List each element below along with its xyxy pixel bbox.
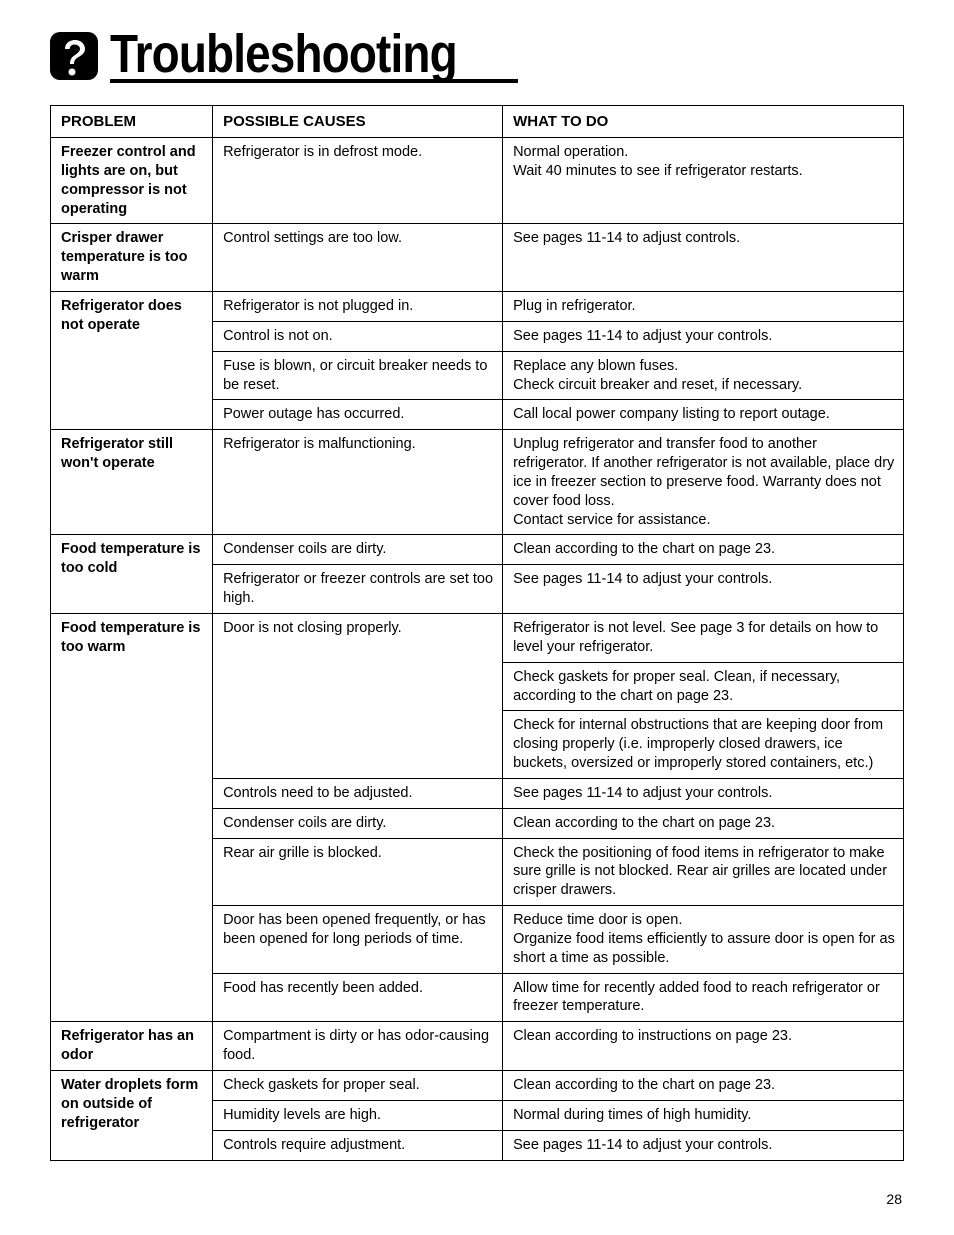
todo-cell: Check the positioning of food items in r… xyxy=(503,838,904,906)
problem-cell: Water droplets form on outside of refrig… xyxy=(51,1071,213,1161)
page-container: Troubleshooting PROBLEM POSSIBLE CAUSES … xyxy=(0,0,954,1235)
todo-cell: Check gaskets for proper seal. Clean, if… xyxy=(503,662,904,711)
todo-cell: See pages 11-14 to adjust your controls. xyxy=(503,565,904,614)
todo-cell: Allow time for recently added food to re… xyxy=(503,973,904,1022)
cause-cell: Refrigerator is malfunctioning. xyxy=(213,430,503,535)
todo-cell: Clean according to the chart on page 23. xyxy=(503,808,904,838)
cause-cell: Refrigerator is not plugged in. xyxy=(213,292,503,322)
cause-cell: Door has been opened frequently, or has … xyxy=(213,906,503,974)
cause-cell: Humidity levels are high. xyxy=(213,1100,503,1130)
todo-cell: Clean according to the chart on page 23. xyxy=(503,535,904,565)
cause-cell: Power outage has occurred. xyxy=(213,400,503,430)
cause-cell: Controls need to be adjusted. xyxy=(213,778,503,808)
page-title: Troubleshooting xyxy=(110,30,457,79)
problem-cell: Refrigerator does not operate xyxy=(51,292,213,430)
header-causes: POSSIBLE CAUSES xyxy=(213,105,503,138)
problem-cell: Refrigerator has an odor xyxy=(51,1022,213,1071)
page-number: 28 xyxy=(886,1191,902,1207)
cause-cell: Fuse is blown, or circuit breaker needs … xyxy=(213,351,503,400)
cause-cell: Control is not on. xyxy=(213,321,503,351)
table-row: Refrigerator still won't operate Refrige… xyxy=(51,430,904,535)
todo-cell: Check for internal obstructions that are… xyxy=(503,711,904,779)
table-row: Refrigerator does not operate Refrigerat… xyxy=(51,292,904,322)
todo-cell: See pages 11-14 to adjust your controls. xyxy=(503,1130,904,1160)
table-row: Food temperature is too warm Door is not… xyxy=(51,613,904,662)
todo-cell: Clean according to instructions on page … xyxy=(503,1022,904,1071)
question-icon xyxy=(50,32,98,80)
cause-cell: Door is not closing properly. xyxy=(213,613,503,778)
problem-cell: Freezer control and lights are on, but c… xyxy=(51,138,213,224)
cause-cell: Refrigerator is in defrost mode. xyxy=(213,138,503,224)
todo-cell: See pages 11-14 to adjust your controls. xyxy=(503,778,904,808)
cause-cell: Check gaskets for proper seal. xyxy=(213,1071,503,1101)
cause-cell: Food has recently been added. xyxy=(213,973,503,1022)
todo-cell: Plug in refrigerator. xyxy=(503,292,904,322)
problem-cell: Refrigerator still won't operate xyxy=(51,430,213,535)
table-row: Water droplets form on outside of refrig… xyxy=(51,1071,904,1101)
table-header-row: PROBLEM POSSIBLE CAUSES WHAT TO DO xyxy=(51,105,904,138)
todo-cell: Reduce time door is open.Organize food i… xyxy=(503,906,904,974)
todo-cell: See pages 11-14 to adjust controls. xyxy=(503,224,904,292)
header-todo: WHAT TO DO xyxy=(503,105,904,138)
todo-cell: Clean according to the chart on page 23. xyxy=(503,1071,904,1101)
table-row: Food temperature is too cold Condenser c… xyxy=(51,535,904,565)
cause-cell: Compartment is dirty or has odor-causing… xyxy=(213,1022,503,1071)
table-row: Refrigerator has an odor Compartment is … xyxy=(51,1022,904,1071)
page-header: Troubleshooting xyxy=(50,30,904,83)
todo-cell: Normal operation.Wait 40 minutes to see … xyxy=(503,138,904,224)
cause-cell: Rear air grille is blocked. xyxy=(213,838,503,906)
cause-cell: Control settings are too low. xyxy=(213,224,503,292)
table-row: Freezer control and lights are on, but c… xyxy=(51,138,904,224)
problem-cell: Crisper drawer temperature is too warm xyxy=(51,224,213,292)
cause-cell: Refrigerator or freezer controls are set… xyxy=(213,565,503,614)
cause-cell: Condenser coils are dirty. xyxy=(213,535,503,565)
todo-cell: Unplug refrigerator and transfer food to… xyxy=(503,430,904,535)
table-row: Crisper drawer temperature is too warm C… xyxy=(51,224,904,292)
todo-cell: Refrigerator is not level. See page 3 fo… xyxy=(503,613,904,662)
cause-cell: Condenser coils are dirty. xyxy=(213,808,503,838)
todo-cell: See pages 11-14 to adjust your controls. xyxy=(503,321,904,351)
header-problem: PROBLEM xyxy=(51,105,213,138)
todo-cell: Call local power company listing to repo… xyxy=(503,400,904,430)
todo-cell: Replace any blown fuses.Check circuit br… xyxy=(503,351,904,400)
title-underline: Troubleshooting xyxy=(110,30,518,83)
problem-cell: Food temperature is too cold xyxy=(51,535,213,614)
problem-cell: Food temperature is too warm xyxy=(51,613,213,1021)
troubleshooting-table: PROBLEM POSSIBLE CAUSES WHAT TO DO Freez… xyxy=(50,105,904,1161)
todo-cell: Normal during times of high humidity. xyxy=(503,1100,904,1130)
cause-cell: Controls require adjustment. xyxy=(213,1130,503,1160)
